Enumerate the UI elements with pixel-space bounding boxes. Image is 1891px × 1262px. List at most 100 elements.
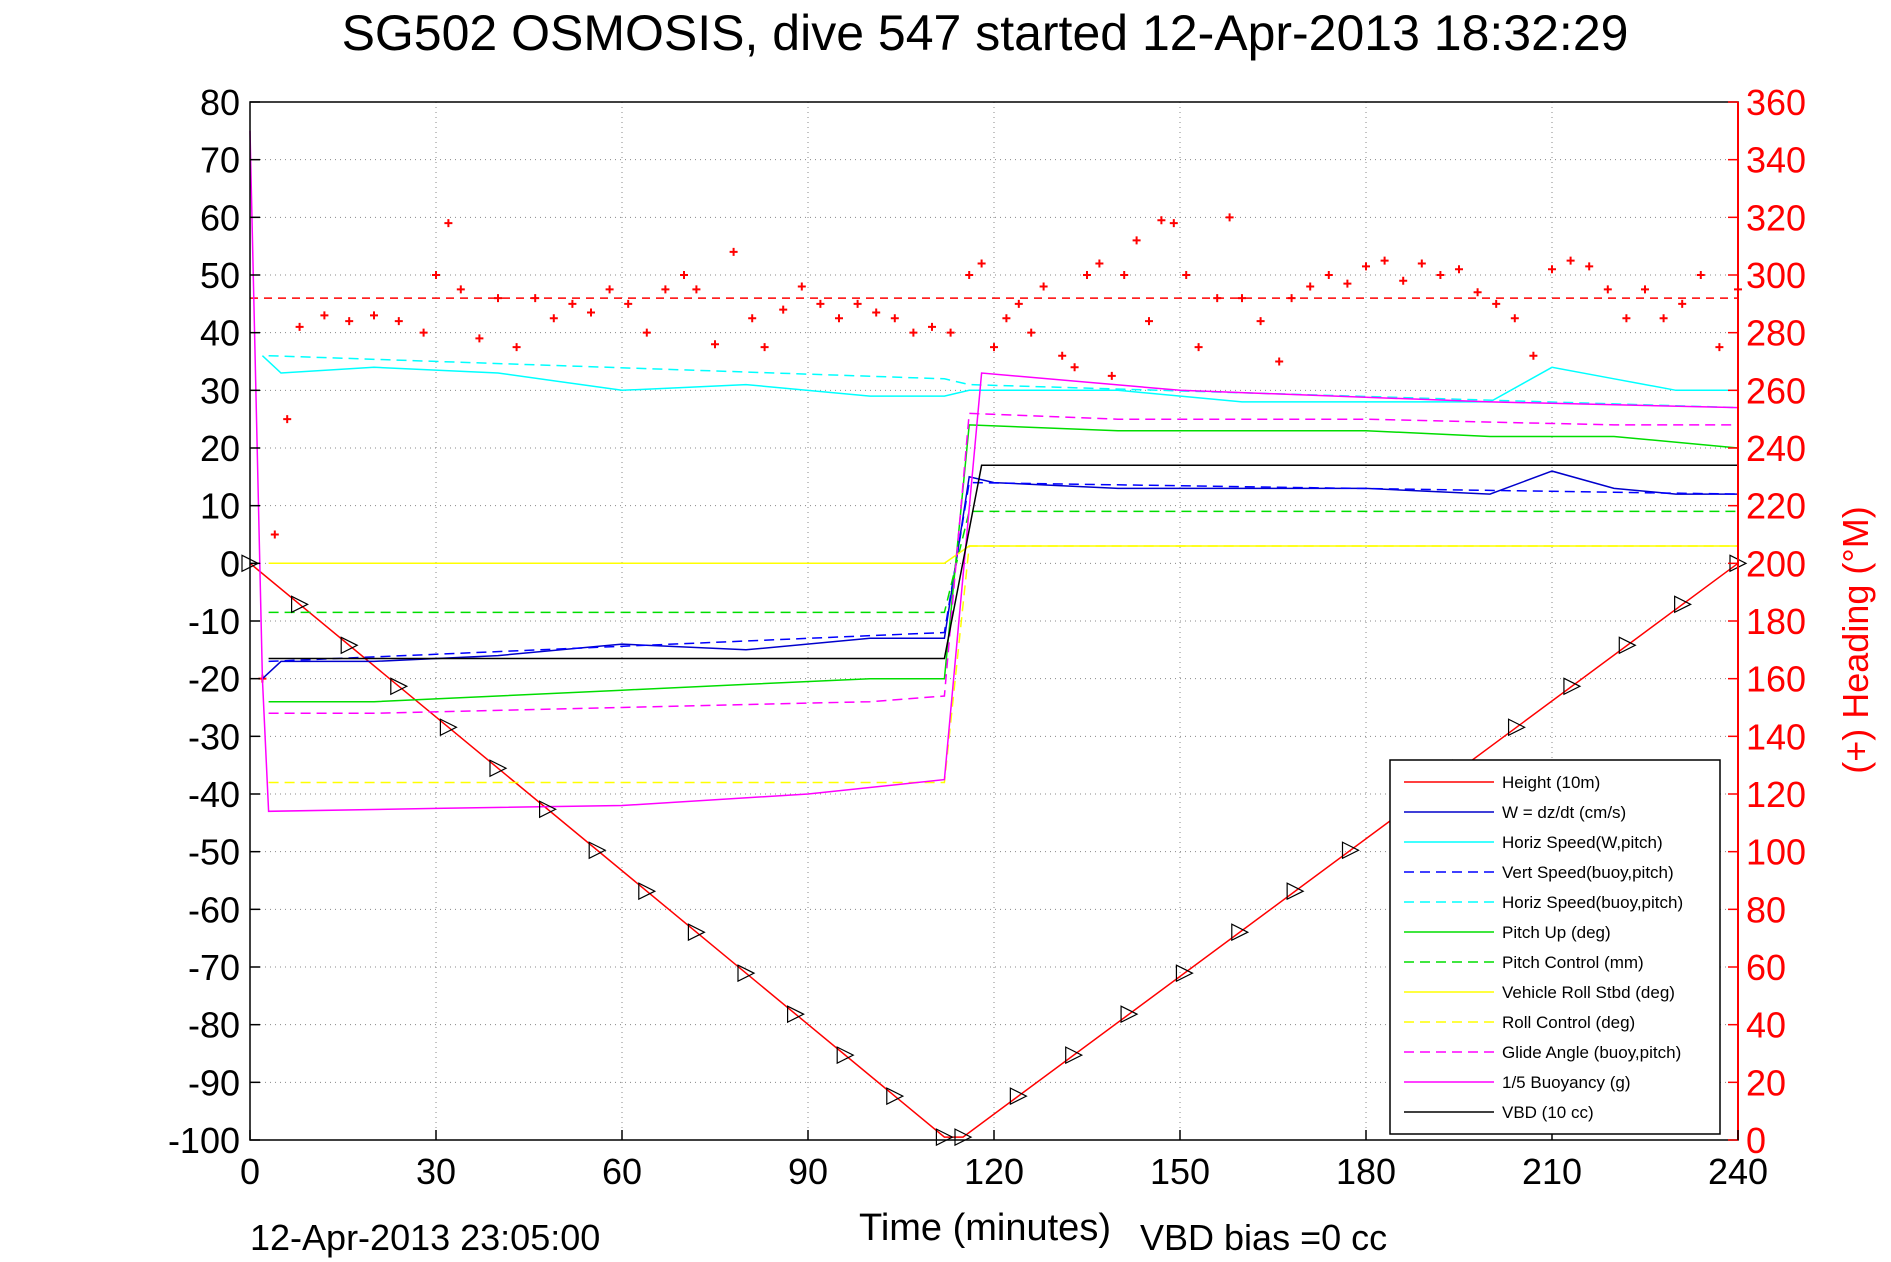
legend-label: 1/5 Buoyancy (g) (1502, 1073, 1631, 1092)
heading-point (295, 322, 304, 331)
height-marker (1175, 964, 1194, 983)
heading-point (531, 294, 540, 303)
heading-point (642, 328, 651, 337)
right-y-tick-label: 320 (1746, 197, 1806, 238)
heading-point (946, 328, 955, 337)
heading-point (1107, 371, 1116, 380)
heading-point (853, 299, 862, 308)
x-tick-label: 210 (1522, 1151, 1582, 1192)
heading-point (1238, 294, 1246, 303)
y-tick-label: -30 (188, 716, 240, 757)
right-y-tick-label: 0 (1746, 1120, 1766, 1161)
legend-label: VBD (10 cc) (1502, 1103, 1594, 1122)
heading-point (1343, 279, 1352, 288)
height-marker (1674, 595, 1692, 614)
heading-point (1399, 276, 1408, 285)
heading-point (1566, 256, 1575, 265)
legend-label: Pitch Control (mm) (1502, 953, 1644, 972)
heading-point (779, 305, 788, 314)
heading-point (872, 308, 881, 317)
heading-point (1324, 271, 1333, 279)
series-line-9 (268, 412, 1738, 715)
y-tick-label: -60 (188, 889, 240, 930)
heading-point (835, 314, 843, 323)
height-marker (340, 636, 359, 655)
y-tick-label: 30 (200, 370, 240, 411)
series-line-3 (268, 481, 1739, 663)
heading-point (320, 311, 329, 320)
heading-point (1641, 285, 1649, 294)
heading-point (1362, 262, 1370, 271)
series-line-11 (268, 464, 1738, 660)
series-line-4 (268, 354, 1739, 409)
y-tick-label: -90 (188, 1062, 240, 1103)
height-marker (489, 759, 508, 778)
heading-point (1306, 282, 1315, 291)
right-y-tick-label: 220 (1746, 486, 1806, 527)
right-y-tick-label: 360 (1746, 82, 1806, 123)
left-y-axis: 80 70 60 50 40 30 20 10 0 -10 -20 -30 -40 -50 -60 -70 -8… (168, 82, 260, 1161)
heading-point (1275, 357, 1284, 366)
legend-label: W = dz/dt (cm/s) (1502, 803, 1626, 822)
right-y-tick-label: 240 (1746, 428, 1806, 469)
heading-point (1696, 271, 1705, 279)
legend-label: Vehicle Roll Stbd (deg) (1502, 983, 1675, 1002)
height-marker (439, 718, 458, 737)
y-tick-label: -40 (188, 774, 240, 815)
heading-point (1510, 314, 1519, 323)
heading-point (568, 299, 577, 308)
right-y-tick-label: 300 (1746, 255, 1806, 296)
heading-point (370, 311, 378, 320)
series-line-2 (261, 355, 1738, 403)
heading-point (1182, 271, 1191, 279)
height-marker (291, 595, 309, 614)
legend-label: Roll Control (deg) (1502, 1013, 1635, 1032)
heading-point (1380, 256, 1389, 265)
x-tick-label: 240 (1708, 1151, 1768, 1192)
height-marker (787, 1005, 805, 1024)
heading-point (1120, 271, 1129, 279)
y-tick-label: 20 (200, 428, 240, 469)
series-line-6 (268, 510, 1738, 614)
legend-label: Pitch Up (deg) (1502, 923, 1611, 942)
x-tick-label: 30 (416, 1151, 456, 1192)
heading-point (394, 317, 403, 326)
heading-point (890, 314, 899, 323)
heading-point (1603, 285, 1612, 294)
heading-point (1194, 343, 1203, 352)
y-tick-label: -20 (188, 659, 240, 700)
right-y-tick-label: 280 (1746, 313, 1806, 354)
right-y-tick-label: 140 (1746, 716, 1806, 757)
heading-point (1083, 271, 1091, 279)
series-line-10 (249, 130, 1739, 813)
heading-point (1002, 314, 1011, 323)
height-marker (1618, 636, 1637, 655)
legend-label: Vert Speed(buoy,pitch) (1502, 863, 1674, 882)
heading-point (1095, 259, 1104, 268)
y-tick-label: -100 (168, 1120, 240, 1161)
heading-point (605, 285, 614, 294)
height-marker (1009, 1087, 1028, 1106)
y-tick-label: -80 (188, 1005, 240, 1046)
heading-point (444, 219, 453, 228)
right-y-tick-label: 180 (1746, 601, 1806, 642)
heading-point (1213, 294, 1222, 303)
heading-point (283, 415, 292, 424)
right-y-axis: 3603403203002802602402202001801601401201… (1728, 82, 1806, 1161)
height-marker (638, 882, 657, 901)
heading-point (624, 299, 633, 308)
footer-timestamp: 12-Apr-2013 23:05:00 (250, 1217, 600, 1258)
chart-title: SG502 OSMOSIS, dive 547 started 12-Apr-2… (342, 5, 1629, 61)
y-tick-label: 40 (200, 313, 240, 354)
heading-point (1715, 343, 1724, 352)
height-marker (1231, 923, 1250, 942)
x-axis-label: Time (minutes) (859, 1207, 1111, 1249)
y-tick-label: 50 (200, 255, 240, 296)
heading-point (494, 294, 502, 303)
heading-point (587, 308, 595, 317)
y-tick-label: 60 (200, 197, 240, 238)
legend-label: Horiz Speed(W,pitch) (1502, 833, 1663, 852)
heading-point (680, 271, 688, 279)
heading-point (1473, 288, 1482, 297)
heading-series (250, 213, 1742, 683)
